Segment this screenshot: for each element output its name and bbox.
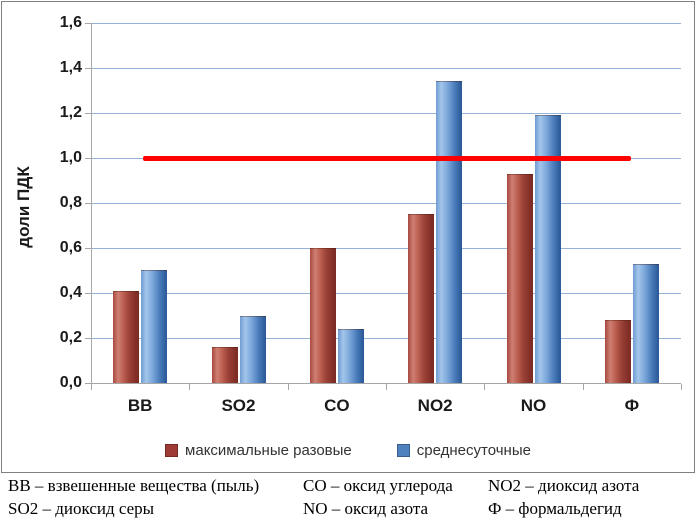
- bar-avg-NO2: [436, 81, 462, 383]
- legend-label: среднесуточные: [416, 442, 531, 459]
- y-tick-label: 0,8: [59, 194, 82, 211]
- footnote-column-2: CO – оксид углерода NO – оксид азота: [303, 474, 488, 520]
- x-axis-line: [85, 383, 681, 384]
- y-axis-tick: [85, 203, 92, 204]
- footnotes: ВВ – взвешенные вещества (пыль) SO2 – ди…: [0, 474, 700, 520]
- x-axis-tick: [582, 384, 584, 390]
- x-category-label: NO2: [417, 396, 453, 415]
- reference-line-pdk: [143, 156, 631, 161]
- y-axis-tick: [85, 113, 92, 114]
- bar-max-SO2: [212, 347, 238, 383]
- footnote-column-1: ВВ – взвешенные вещества (пыль) SO2 – ди…: [8, 474, 303, 520]
- x-axis-tick: [91, 384, 92, 390]
- footnote-vv: ВВ – взвешенные вещества (пыль): [8, 476, 260, 495]
- bar-avg-ВВ: [141, 270, 167, 383]
- chart-frame: доли ПДК 0,0 0,2 0,4 0,6 0,8 1,0 1,2 1,4 1,6 ВВ SO…: [1, 1, 695, 473]
- gridline: [91, 293, 681, 294]
- bar-max-NO2: [408, 214, 434, 383]
- x-category-label: CO: [324, 396, 350, 415]
- footnote-no2: NO2 – диоксид азота: [488, 476, 640, 495]
- y-axis-tick: [85, 383, 92, 384]
- y-tick-label: 0,2: [59, 329, 82, 346]
- y-axis-tick: [85, 248, 92, 249]
- x-axis-tick: [484, 384, 486, 390]
- bar-avg-SO2: [240, 316, 266, 383]
- legend-swatch-avg: [396, 444, 410, 457]
- legend-item: среднесуточные: [396, 442, 531, 459]
- gridline: [91, 23, 681, 24]
- y-axis-tick: [85, 293, 92, 294]
- legend-swatch-max: [165, 444, 179, 457]
- x-category-label: SO2: [221, 396, 256, 415]
- x-category-label: NO: [520, 396, 547, 415]
- x-axis-tick: [681, 384, 682, 390]
- y-tick-label: 1,0: [59, 149, 82, 166]
- gridline: [91, 203, 681, 204]
- footnote-f: Ф – формальдегид: [488, 499, 622, 518]
- legend-label: максимальные разовые: [185, 442, 352, 459]
- y-axis-tick: [85, 338, 92, 339]
- y-axis-tick: [85, 68, 92, 69]
- bar-max-CO: [310, 248, 336, 383]
- x-axis-tick: [287, 384, 289, 390]
- gridline: [91, 338, 681, 339]
- footnote-no: NO – оксид азота: [303, 499, 429, 518]
- y-axis-tick: [85, 23, 92, 24]
- y-tick-label: 1,2: [59, 104, 82, 121]
- gridline: [91, 248, 681, 249]
- y-axis-line: [91, 23, 92, 389]
- x-category-label: Ф: [624, 396, 640, 415]
- y-tick-label: 1,4: [59, 59, 82, 76]
- plot-area: [91, 23, 681, 383]
- footnote-so2: SO2 – диоксид серы: [8, 499, 155, 518]
- legend: максимальные разовые среднесуточные: [2, 442, 694, 459]
- y-axis-tick: [85, 158, 92, 159]
- bar-avg-CO: [338, 329, 364, 383]
- y-tick-label: 0,4: [59, 284, 82, 301]
- gridline: [91, 113, 681, 114]
- footnote-column-3: NO2 – диоксид азота Ф – формальдегид: [488, 474, 639, 520]
- bar-max-ВВ: [113, 291, 139, 383]
- y-tick-label: 1,6: [59, 14, 82, 31]
- y-tick-label: 0,0: [59, 374, 82, 391]
- bar-max-Ф: [605, 320, 631, 383]
- y-tick-label: 0,6: [59, 239, 82, 256]
- x-axis-tick: [386, 384, 387, 390]
- gridline: [91, 68, 681, 69]
- x-category-label: ВВ: [127, 396, 153, 415]
- bar-max-NO: [507, 174, 533, 383]
- legend-item: максимальные разовые: [165, 442, 352, 459]
- footnote-co: CO – оксид углерода: [303, 476, 453, 495]
- bar-avg-Ф: [633, 264, 659, 383]
- x-axis-tick: [189, 384, 191, 390]
